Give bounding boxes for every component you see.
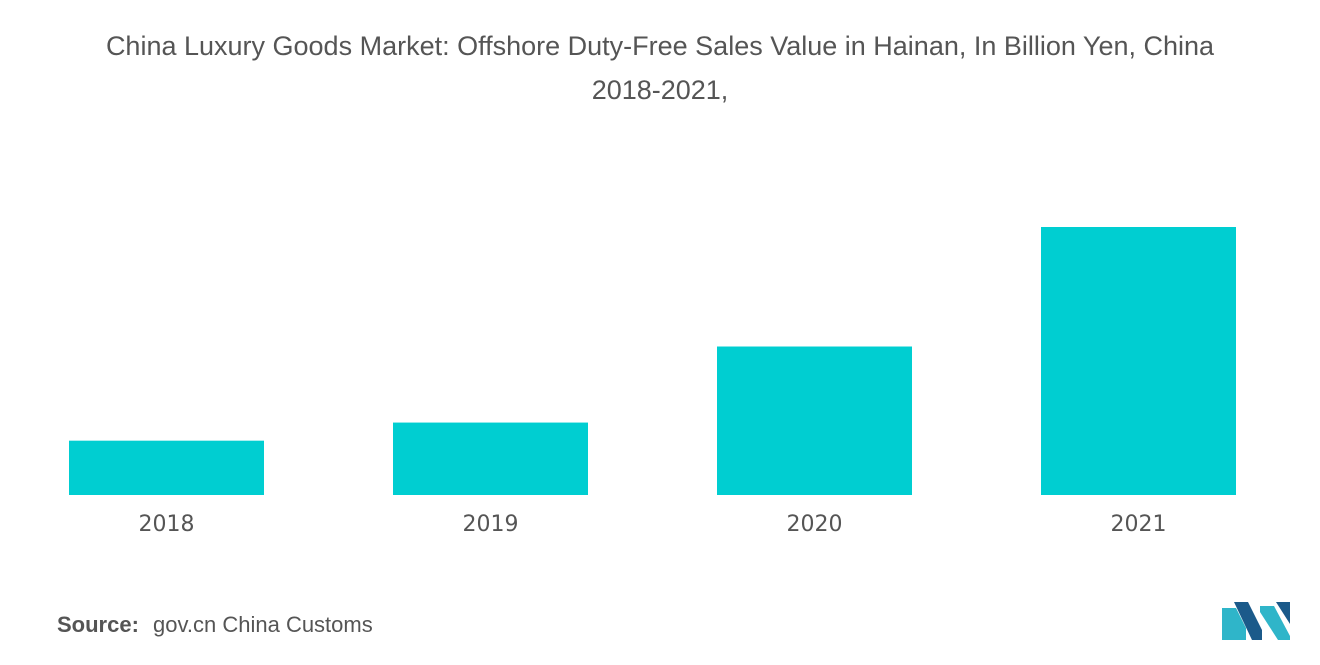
chart-title: China Luxury Goods Market: Offshore Duty… [0, 24, 1320, 112]
x-tick-label: 2021 [1111, 512, 1167, 537]
bar-2018 [69, 440, 264, 495]
source-note: Source: gov.cn China Customs [57, 612, 373, 638]
title-line-2: 2018-2021, [591, 75, 729, 105]
title-line-1: China Luxury Goods Market: Offshore Duty… [105, 31, 1215, 61]
x-tick-label: 2019 [463, 512, 519, 537]
bar-2020 [717, 346, 912, 495]
bar-2019 [393, 422, 588, 495]
bar-chart: 2018 2019 2020 2021 [69, 227, 1236, 537]
mordor-logo-icon [1222, 602, 1290, 640]
source-value: gov.cn China Customs [153, 612, 373, 637]
x-tick-label: 2020 [787, 512, 843, 537]
x-tick-label: 2018 [139, 512, 195, 537]
bar-2021 [1041, 227, 1236, 495]
source-label: Source: [57, 612, 139, 637]
